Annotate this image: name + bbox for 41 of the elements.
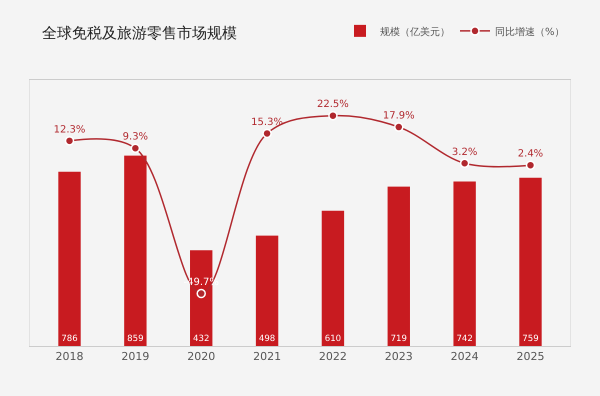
data-label: 742 (456, 334, 473, 344)
point (262, 128, 272, 138)
point (460, 158, 470, 168)
x-tick-label: 2020 (187, 350, 216, 364)
bar (322, 210, 344, 346)
bar (58, 172, 81, 346)
data-label: 859 (127, 334, 144, 344)
data-label: 786 (61, 334, 78, 344)
legend-label: 同比增速（%） (495, 26, 565, 38)
x-tick-label: 2018 (56, 350, 84, 364)
bar (124, 156, 147, 346)
bar (256, 236, 278, 346)
data-label: 759 (522, 334, 539, 344)
data-label: 3.2% (452, 146, 478, 158)
data-label: 2.4% (518, 148, 544, 160)
data-label: 610 (324, 334, 342, 344)
bar (519, 178, 542, 346)
data-label: 17.9% (382, 110, 415, 122)
point (64, 136, 74, 146)
point (526, 160, 536, 170)
x-tick-label: 2021 (253, 350, 282, 364)
x-tick-label: 2025 (516, 350, 544, 364)
point (196, 288, 206, 298)
x-tick-label: 2024 (450, 350, 479, 364)
x-tick-label: 2019 (121, 350, 150, 364)
bar (388, 186, 410, 346)
data-label: 22.5% (317, 99, 349, 110)
data-label: 15.3% (251, 116, 283, 128)
x-tick-label: 2023 (384, 350, 413, 364)
data-label: 432 (193, 334, 210, 344)
bar (453, 182, 476, 346)
data-label: 498 (258, 334, 276, 344)
data-label: 719 (390, 334, 407, 344)
x-tick-label: 2022 (318, 350, 347, 364)
data-label: 9.3% (122, 132, 148, 143)
chart-title: 全球免税及旅游零售市场规模 (42, 24, 237, 42)
point (130, 143, 140, 153)
data-label: 12.3% (54, 124, 86, 136)
point (328, 110, 338, 120)
legend-label: 规模（亿美元） (380, 26, 450, 38)
point (394, 122, 404, 132)
